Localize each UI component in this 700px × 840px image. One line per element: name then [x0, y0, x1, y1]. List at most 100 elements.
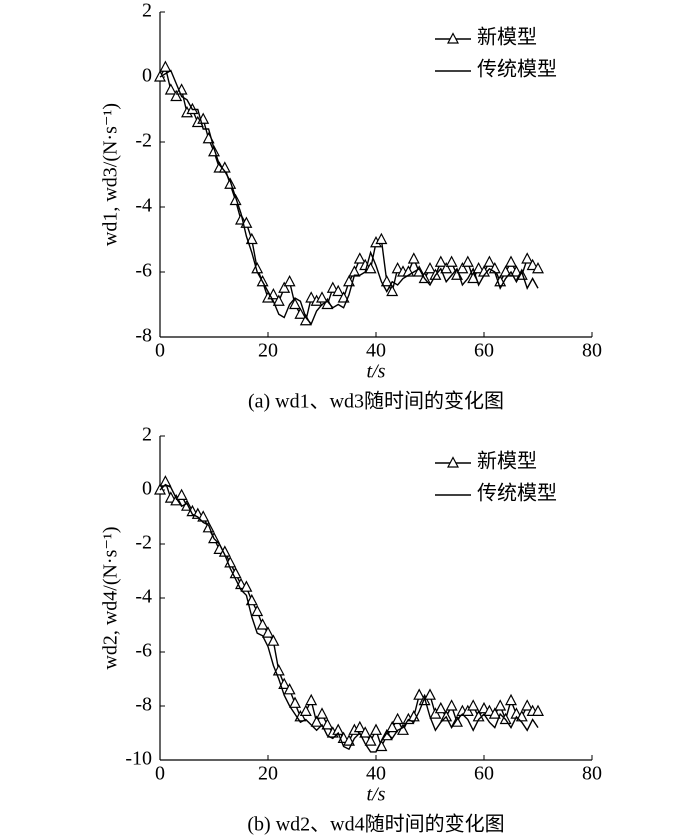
point-marker — [515, 710, 528, 722]
point-marker — [353, 720, 366, 733]
point-marker — [364, 734, 377, 746]
series-line — [159, 69, 539, 326]
point-marker — [289, 696, 301, 708]
point-marker — [429, 707, 442, 719]
caption: (a) wd1、wd3随时间的变化图 — [248, 390, 504, 413]
point-marker — [294, 307, 307, 319]
x-tick-label: 0 — [155, 340, 165, 362]
point-marker — [434, 701, 447, 714]
y-tick-label: 2 — [142, 424, 152, 446]
x-tick-label: 20 — [258, 763, 278, 785]
point-marker — [532, 261, 544, 274]
point-marker — [505, 693, 517, 706]
point-marker — [164, 83, 177, 95]
x-tick-label: 40 — [366, 763, 386, 785]
legend-label: 新模型 — [477, 26, 537, 49]
point-marker — [305, 291, 318, 303]
series-line — [159, 480, 538, 749]
x-tick-label: 40 — [366, 340, 386, 362]
x-tick-label: 80 — [582, 340, 602, 362]
legend-marker — [447, 32, 459, 44]
point-marker — [488, 707, 501, 719]
point-marker — [240, 580, 253, 592]
point-marker — [332, 284, 345, 297]
point-marker — [532, 704, 544, 717]
point-marker — [353, 252, 366, 264]
x-axis-label: t/s — [367, 784, 386, 806]
point-marker — [407, 252, 420, 264]
caption: (b) wd2、wd4随时间的变化图 — [247, 813, 504, 836]
y-axis-label: wd1, wd3/(N·s⁻¹) — [100, 103, 122, 246]
point-marker — [386, 720, 399, 733]
x-tick-label: 20 — [258, 340, 278, 362]
legend-label: 新模型 — [477, 450, 537, 473]
point-marker — [386, 284, 399, 297]
series-line — [159, 483, 539, 753]
point-marker — [445, 255, 458, 267]
y-tick-label: -6 — [135, 260, 152, 282]
point-marker — [316, 291, 328, 303]
point-marker — [483, 255, 496, 267]
point-marker — [299, 704, 312, 717]
point-marker — [305, 693, 318, 706]
x-axis-label: t/s — [367, 361, 386, 383]
point-marker — [229, 193, 242, 206]
legend-marker — [447, 456, 459, 468]
point-marker — [262, 626, 274, 638]
y-tick-label: 0 — [142, 478, 152, 500]
point-marker — [499, 265, 512, 277]
point-marker — [245, 232, 258, 245]
y-tick-label: -10 — [125, 748, 152, 770]
point-marker — [521, 252, 534, 264]
point-marker — [461, 255, 474, 267]
point-marker — [170, 89, 183, 102]
point-marker — [391, 261, 404, 274]
point-marker — [175, 488, 188, 500]
y-tick-label: -2 — [135, 532, 152, 554]
point-marker — [251, 604, 264, 617]
y-tick-label: -4 — [135, 586, 152, 608]
point-marker — [310, 715, 323, 727]
x-tick-label: 60 — [474, 340, 494, 362]
legend-label: 传统模型 — [477, 58, 557, 81]
point-marker — [289, 297, 301, 310]
y-tick-label: 2 — [142, 0, 152, 22]
point-marker — [159, 60, 172, 72]
point-marker — [424, 261, 436, 274]
point-marker — [505, 255, 517, 267]
y-tick-label: 0 — [142, 65, 152, 87]
point-marker — [245, 593, 258, 606]
point-marker — [256, 618, 269, 630]
point-marker — [510, 265, 523, 277]
point-marker — [326, 281, 339, 293]
point-marker — [272, 294, 285, 306]
point-marker — [375, 232, 388, 245]
point-marker — [370, 723, 382, 735]
x-tick-label: 0 — [155, 763, 165, 785]
point-marker — [364, 261, 377, 274]
point-marker — [445, 699, 458, 711]
point-marker — [224, 177, 237, 189]
y-tick-label: -2 — [135, 130, 152, 152]
x-tick-label: 80 — [582, 763, 602, 785]
point-marker — [267, 634, 280, 646]
point-marker — [283, 274, 296, 287]
point-marker — [526, 258, 539, 271]
point-marker — [337, 291, 350, 303]
point-marker — [159, 475, 172, 487]
point-marker — [494, 699, 507, 711]
point-marker — [321, 718, 334, 730]
point-marker — [283, 683, 296, 695]
y-tick-label: -4 — [135, 195, 152, 217]
y-tick-label: -8 — [135, 694, 152, 716]
y-tick-label: -8 — [135, 325, 152, 347]
point-marker — [424, 688, 436, 700]
x-tick-label: 60 — [474, 763, 494, 785]
point-marker — [434, 255, 447, 267]
point-marker — [202, 521, 215, 533]
point-marker — [208, 144, 220, 157]
point-marker — [359, 726, 372, 738]
point-marker — [413, 688, 426, 700]
point-marker — [197, 510, 210, 522]
